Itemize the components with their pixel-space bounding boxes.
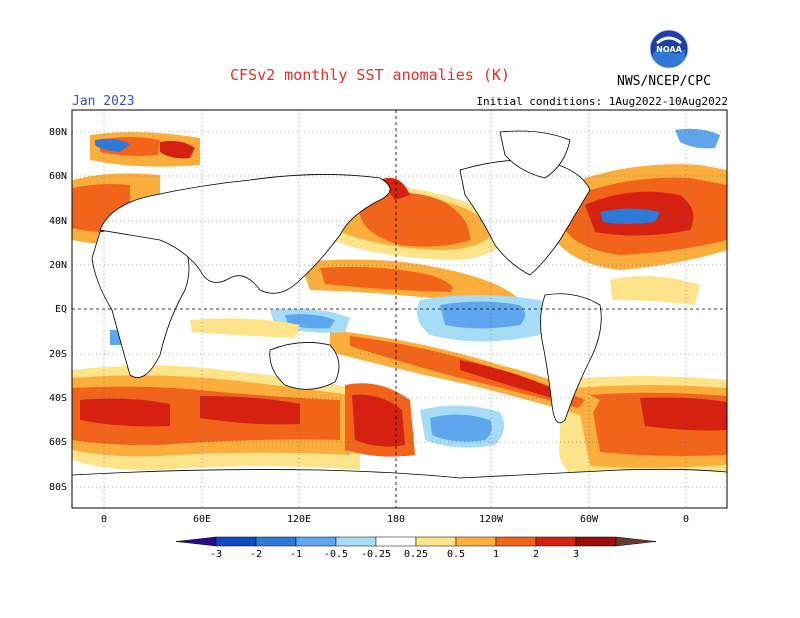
indian-ocean-warm-anomaly [190,318,300,338]
colorbar-tick-label: -1 [290,549,302,560]
colorbar-segment [455,536,497,547]
colorbar-tick-label: 0.5 [447,549,465,560]
colorbar-min-arrow [175,536,217,547]
eurasia [99,174,391,294]
map-title: CFSv2 monthly SST anomalies (K) [230,66,510,84]
colorbar-segment [535,536,577,547]
lat-label: 80N [49,127,67,138]
lat-label: 80S [49,482,67,493]
continent-outlines [72,130,727,508]
colorbar-tick-label: 1 [493,549,499,560]
colorbar-segment [415,536,457,547]
australia [269,342,340,390]
lat-label: EQ [55,304,67,315]
antarctica [72,468,727,508]
lon-label: 60W [580,514,599,525]
colorbar-tick-label: -0.5 [324,549,348,560]
lon-label: 0 [683,514,689,525]
colorbar-legend: -3 -2 -1 -0.5 -0.25 0.25 0.5 1 2 3 [175,536,657,560]
colorbar-tick-label: 0.25 [404,549,428,560]
lon-label: 60E [193,514,211,525]
colorbar-tick-label: -3 [210,549,222,560]
colorbar-tick-label: -0.25 [361,549,391,560]
initial-conditions-label: Initial conditions: 1Aug2022-10Aug2022 [476,95,728,108]
south-america [540,293,602,424]
lon-label: 120W [479,514,504,525]
agency-label: NWS/NCEP/CPC [617,74,711,89]
colorbar-tick-label: -2 [250,549,262,560]
noaa-logo: NOAA [649,29,689,73]
lat-label: 20S [49,349,67,360]
colorbar-segment [575,536,617,547]
noaa-logo-icon: NOAA [649,29,689,69]
tropical-atlantic-warm-anomaly [610,276,700,305]
colorbar-segment [375,536,417,547]
colorbar-segment [255,536,297,547]
lat-label: 60N [49,171,67,182]
lon-label: 180 [387,514,405,525]
colorbar-tick-label: 3 [573,549,579,560]
colorbar-segment [215,536,257,547]
lat-label: 60S [49,437,67,448]
longitude-labels: 0 60E 120E 180 120W 60W 0 [101,514,689,525]
colorbar-segment [295,536,337,547]
latitude-labels: 80N 60N 40N 20N EQ 20S 40S 60S 80S [49,127,67,493]
lat-label: 40S [49,393,67,404]
lat-label: 20N [49,260,67,271]
north-atlantic-warm-anomaly [72,164,727,270]
colorbar-segment [335,536,377,547]
colorbar-tick-label: 2 [533,549,539,560]
colorbar-max-arrow [615,536,657,547]
lon-label: 120E [287,514,311,525]
forecast-month-label: Jan 2023 [72,94,135,109]
southern-ocean-warm-anomaly [72,365,727,480]
cool-anomalies [110,295,550,448]
map-frame [71,109,728,509]
lon-label: 0 [101,514,107,525]
noaa-logo-text: NOAA [656,45,682,54]
colorbar-segment [495,536,537,547]
arctic-anomaly [90,128,720,167]
lat-label: 40N [49,216,67,227]
